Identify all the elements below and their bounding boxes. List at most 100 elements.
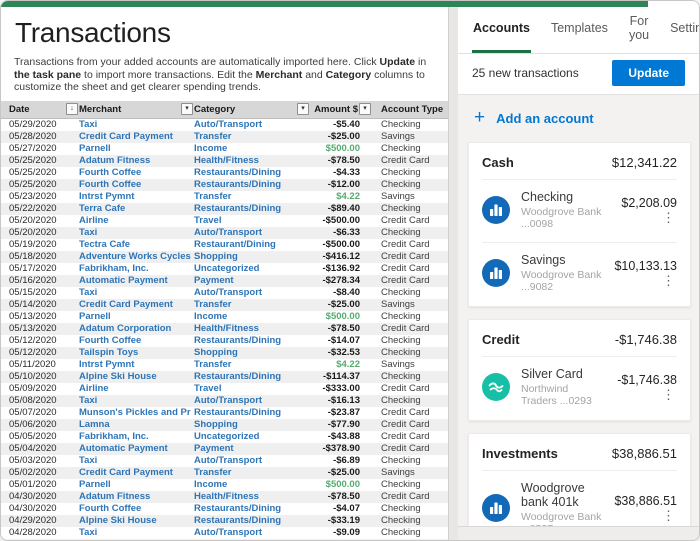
cell-merchant[interactable]: Taxi — [79, 395, 98, 407]
tab-for-you[interactable]: For you — [628, 14, 650, 53]
cell-amount[interactable]: $4.22 — [336, 191, 360, 203]
cell-merchant[interactable]: Lamna — [79, 419, 110, 431]
cell-amount[interactable]: -$25.00 — [327, 467, 360, 479]
cell-date[interactable]: 05/20/2020 — [9, 227, 57, 239]
cell-merchant[interactable]: Automatic Payment — [79, 275, 168, 287]
cell-date[interactable]: 05/18/2020 — [9, 251, 57, 263]
tab-settings[interactable]: Settings — [669, 14, 699, 53]
account-menu-button[interactable]: ⋮ — [662, 209, 675, 225]
cell-category[interactable]: Payment — [194, 275, 234, 287]
cell-category[interactable]: Transfer — [194, 131, 232, 143]
cell-category[interactable]: Auto/Transport — [194, 527, 263, 539]
cell-account-type[interactable]: Savings — [381, 467, 415, 479]
cell-category[interactable]: Restaurants/Dining — [194, 167, 282, 179]
cell-amount[interactable]: -$12.00 — [327, 179, 360, 191]
cell-amount[interactable]: -$8.40 — [333, 287, 360, 299]
cell-account-type[interactable]: Checking — [381, 179, 421, 191]
cell-account-type[interactable]: Checking — [381, 371, 421, 383]
cell-merchant[interactable]: Credit Card Payment — [79, 299, 173, 311]
cell-date[interactable]: 05/07/2020 — [9, 407, 57, 419]
cell-merchant[interactable]: Tailspin Toys — [79, 347, 139, 359]
cell-category[interactable]: Auto/Transport — [194, 395, 263, 407]
cell-date[interactable]: 05/23/2020 — [9, 191, 57, 203]
cell-category[interactable]: Auto/Transport — [194, 455, 263, 467]
cell-merchant[interactable]: Airline — [79, 215, 109, 227]
cell-category[interactable]: Shopping — [194, 419, 238, 431]
cell-date[interactable]: 04/29/2020 — [9, 515, 57, 527]
cell-amount[interactable]: $500.00 — [325, 479, 360, 491]
cell-amount[interactable]: -$5.40 — [333, 119, 360, 131]
cell-merchant[interactable]: Intrst Pymnt — [79, 191, 135, 203]
cell-category[interactable]: Restaurants/Dining — [194, 515, 282, 527]
cell-date[interactable]: 05/25/2020 — [9, 155, 57, 167]
cell-category[interactable]: Transfer — [194, 299, 232, 311]
cell-account-type[interactable]: Checking — [381, 455, 421, 467]
cell-amount[interactable]: $4.22 — [336, 359, 360, 371]
cell-category[interactable]: Travel — [194, 383, 222, 395]
cell-amount[interactable]: -$500.00 — [322, 239, 360, 251]
cell-category[interactable]: Payment — [194, 443, 234, 455]
cell-category[interactable]: Auto/Transport — [194, 287, 263, 299]
cell-category[interactable]: Transfer — [194, 359, 232, 371]
cell-category[interactable]: Transfer — [194, 467, 232, 479]
cell-merchant[interactable]: Airline — [79, 539, 194, 540]
cell-account-type[interactable]: Credit Card — [381, 323, 430, 335]
cell-category[interactable]: Restaurant/Dining — [194, 239, 276, 251]
cell-category[interactable]: Restaurants/Dining — [194, 407, 282, 419]
account-menu-button[interactable]: ⋮ — [662, 507, 675, 523]
cell-date[interactable]: 05/02/2020 — [9, 467, 57, 479]
cell-date[interactable]: 05/16/2020 — [9, 275, 57, 287]
cell-merchant[interactable]: Automatic Payment — [79, 443, 168, 455]
cell-account-type[interactable]: Credit Card — [381, 215, 430, 227]
cell-account-type[interactable]: Checking — [381, 479, 421, 491]
cell-account-type[interactable]: Checking — [381, 227, 421, 239]
cell-amount[interactable]: $500.00 — [325, 143, 360, 155]
cell-merchant[interactable]: Credit Card Payment — [79, 131, 173, 143]
cell-merchant[interactable]: Fourth Coffee — [79, 167, 142, 179]
add-account-button[interactable]: + Add an account — [474, 108, 689, 127]
cell-merchant[interactable]: Parnell — [79, 479, 111, 491]
account-menu-button[interactable]: ⋮ — [662, 386, 675, 402]
cell-amount[interactable]: -$23.87 — [327, 407, 360, 419]
cell-merchant[interactable]: Airline — [79, 383, 109, 395]
cell-amount[interactable]: -$6.89 — [333, 455, 360, 467]
cell-date[interactable]: 05/04/2020 — [9, 443, 57, 455]
cell-date[interactable]: 05/09/2020 — [9, 383, 57, 395]
cell-amount[interactable]: -$77.90 — [327, 419, 360, 431]
cell-merchant[interactable]: Alpine Ski House — [79, 515, 157, 527]
cell-category[interactable]: Income — [194, 479, 228, 491]
cell-category[interactable]: Health/Fitness — [194, 491, 259, 503]
cell-date[interactable]: 05/12/2020 — [9, 347, 57, 359]
cell-amount[interactable]: -$89.40 — [327, 203, 360, 215]
cell-date[interactable]: 04/30/2020 — [9, 491, 57, 503]
cell-amount[interactable]: -$78.50 — [327, 155, 360, 167]
date-sort-button[interactable]: ↓ — [66, 102, 78, 115]
cell-category[interactable]: Travel — [194, 215, 222, 227]
cell-merchant[interactable]: Fabrikham, Inc. — [79, 263, 149, 275]
cell-amount[interactable]: -$25.00 — [327, 299, 360, 311]
cell-date[interactable]: 05/11/2020 — [9, 359, 56, 371]
cell-account-type[interactable]: Checking — [381, 527, 421, 539]
cell-account-type[interactable]: Savings — [381, 191, 415, 203]
cell-merchant[interactable]: Parnell — [79, 311, 111, 323]
cell-category[interactable]: Restaurants/Dining — [194, 179, 282, 191]
cell-category[interactable]: Auto/Transport — [194, 119, 263, 131]
cell-amount[interactable]: -$500.00 — [322, 215, 360, 227]
cell-amount[interactable]: -$6.33 — [333, 227, 360, 239]
cell-amount[interactable]: -$33.19 — [327, 515, 360, 527]
cell-merchant[interactable]: Terra Cafe — [79, 203, 126, 215]
cell-date[interactable]: 05/15/2020 — [9, 287, 57, 299]
cell-account-type[interactable]: Checking — [381, 395, 421, 407]
cell-account-type[interactable]: Credit Card — [381, 239, 430, 251]
tab-templates[interactable]: Templates — [550, 14, 609, 53]
cell-merchant[interactable]: Taxi — [79, 227, 98, 239]
cell-account-type[interactable]: Credit Card — [381, 419, 430, 431]
cell-category[interactable]: Transfer — [194, 191, 232, 203]
cell-account-type[interactable]: Credit Card — [381, 491, 430, 503]
cell-merchant[interactable]: Credit Card Payment — [79, 467, 173, 479]
cell-account-type[interactable]: Credit Card — [381, 443, 430, 455]
cell-account-type[interactable]: Credit Card — [381, 407, 430, 419]
cell-amount[interactable]: -$43.88 — [327, 431, 360, 443]
cell-account-type[interactable]: Credit Card — [381, 155, 430, 167]
